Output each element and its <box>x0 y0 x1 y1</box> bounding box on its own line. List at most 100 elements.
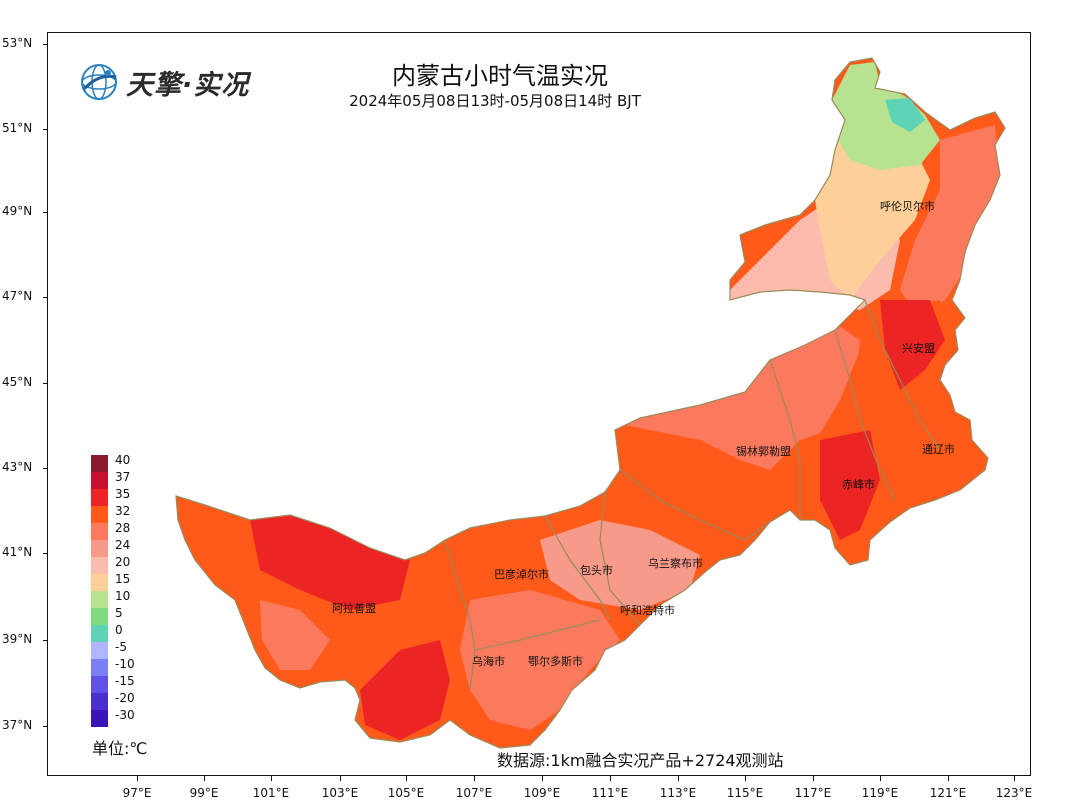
lat-label: 41°N <box>2 545 33 559</box>
temp-zone-35-37-south <box>360 640 450 740</box>
lat-tick <box>43 44 48 45</box>
lon-label: 123°E <box>995 786 1033 800</box>
legend-label: -30 <box>115 708 135 722</box>
admin-boundary <box>444 539 476 691</box>
lat-tick <box>43 468 48 469</box>
lat-label: 37°N <box>2 718 33 732</box>
lon-tick <box>542 776 543 781</box>
lon-tick <box>474 776 475 781</box>
temp-zone-24-28-center <box>540 520 700 610</box>
data-source: 数据源:1km融合实况产品+2724观测站 <box>497 751 784 770</box>
legend-swatch <box>91 693 108 710</box>
lat-label: 49°N <box>2 204 33 218</box>
city-label-xinganmeng: 兴安盟 <box>902 342 935 355</box>
city-label-hohhot: 呼和浩特市 <box>620 604 675 617</box>
legend-swatch <box>91 608 108 625</box>
legend-swatch <box>91 591 108 608</box>
city-label-chifeng: 赤峰市 <box>842 478 875 491</box>
temp-zone-35-37-alxa <box>250 515 410 610</box>
admin-boundary <box>834 329 896 501</box>
lon-label: 121°E <box>929 786 967 800</box>
temp-zone-0-5 <box>885 98 925 132</box>
lon-label: 99°E <box>189 786 219 800</box>
legend-swatch <box>91 523 108 540</box>
legend-swatch <box>91 625 108 642</box>
lon-label: 105°E <box>387 786 425 800</box>
city-label-tongliao: 通辽市 <box>922 443 955 456</box>
lat-tick <box>43 297 48 298</box>
temp-zone-24-28-east <box>900 125 1000 320</box>
temp-zone-10-15 <box>832 62 940 170</box>
globe-icon <box>81 64 117 100</box>
legend-label: 35 <box>115 487 131 501</box>
city-label-bayannur: 巴彦淖尔市 <box>494 568 549 581</box>
legend-swatch <box>91 710 108 727</box>
legend-label: -5 <box>115 640 127 654</box>
legend-swatch <box>91 676 108 693</box>
lat-label: 45°N <box>2 375 33 389</box>
lon-tick <box>137 776 138 781</box>
temp-zone-28-32-west <box>260 600 330 670</box>
province-outline <box>175 57 1006 749</box>
lon-tick <box>406 776 407 781</box>
lat-tick <box>43 553 48 554</box>
temp-zone-35-37-chifeng <box>820 430 880 540</box>
legend-swatch <box>91 574 108 591</box>
lat-label: 39°N <box>2 632 33 646</box>
lon-label: 101°E <box>252 786 290 800</box>
city-label-ordos: 鄂尔多斯市 <box>528 655 583 668</box>
lat-label: 53°N <box>2 36 33 50</box>
lon-tick <box>745 776 746 781</box>
legend-label: 40 <box>115 453 131 467</box>
legend-swatch <box>91 472 108 489</box>
legend-label: 28 <box>115 521 131 535</box>
legend-swatch <box>91 455 108 472</box>
legend-swatch <box>91 540 108 557</box>
legend-label: 37 <box>115 470 131 484</box>
lon-label: 119°E <box>861 786 899 800</box>
lon-tick <box>1014 776 1015 781</box>
legend-label: 24 <box>115 538 131 552</box>
unit-label: 单位:℃ <box>92 739 148 758</box>
admin-boundary <box>619 469 771 541</box>
lon-tick <box>678 776 679 781</box>
lon-label: 109°E <box>523 786 561 800</box>
legend-label: 15 <box>115 572 131 586</box>
legend-swatch <box>91 489 108 506</box>
logo-text: 天擎·实况 <box>126 69 250 101</box>
legend-label: -15 <box>115 674 135 688</box>
lat-tick <box>43 383 48 384</box>
admin-boundary <box>599 491 641 626</box>
lon-tick <box>813 776 814 781</box>
admin-boundary <box>864 299 941 451</box>
lat-tick <box>43 726 48 727</box>
lon-label: 107°E <box>455 786 493 800</box>
lat-label: 51°N <box>2 121 33 135</box>
lat-tick <box>43 640 48 641</box>
lon-tick <box>948 776 949 781</box>
admin-boundary <box>474 619 601 651</box>
legend-label: 5 <box>115 606 123 620</box>
map-title: 内蒙古小时气温实况 <box>392 62 608 90</box>
temp-zone-35-37-xingan <box>880 300 945 390</box>
lon-tick <box>610 776 611 781</box>
city-label-hulunbuir: 呼伦贝尔市 <box>880 200 935 213</box>
city-label-alxa: 阿拉善盟 <box>332 602 376 615</box>
legend-label: -10 <box>115 657 135 671</box>
legend-swatch <box>91 659 108 676</box>
lon-label: 113°E <box>659 786 697 800</box>
lon-tick <box>340 776 341 781</box>
legend-label: 10 <box>115 589 131 603</box>
lon-label: 115°E <box>726 786 764 800</box>
admin-boundary <box>544 515 611 621</box>
lat-tick <box>43 129 48 130</box>
legend-label: 20 <box>115 555 131 569</box>
legend-label: 0 <box>115 623 123 637</box>
legend-swatch <box>91 642 108 659</box>
lon-label: 111°E <box>591 786 629 800</box>
city-label-ulanqab: 乌兰察布市 <box>648 557 703 570</box>
admin-boundary <box>769 359 801 520</box>
legend-label: -20 <box>115 691 135 705</box>
legend-swatch <box>91 506 108 523</box>
